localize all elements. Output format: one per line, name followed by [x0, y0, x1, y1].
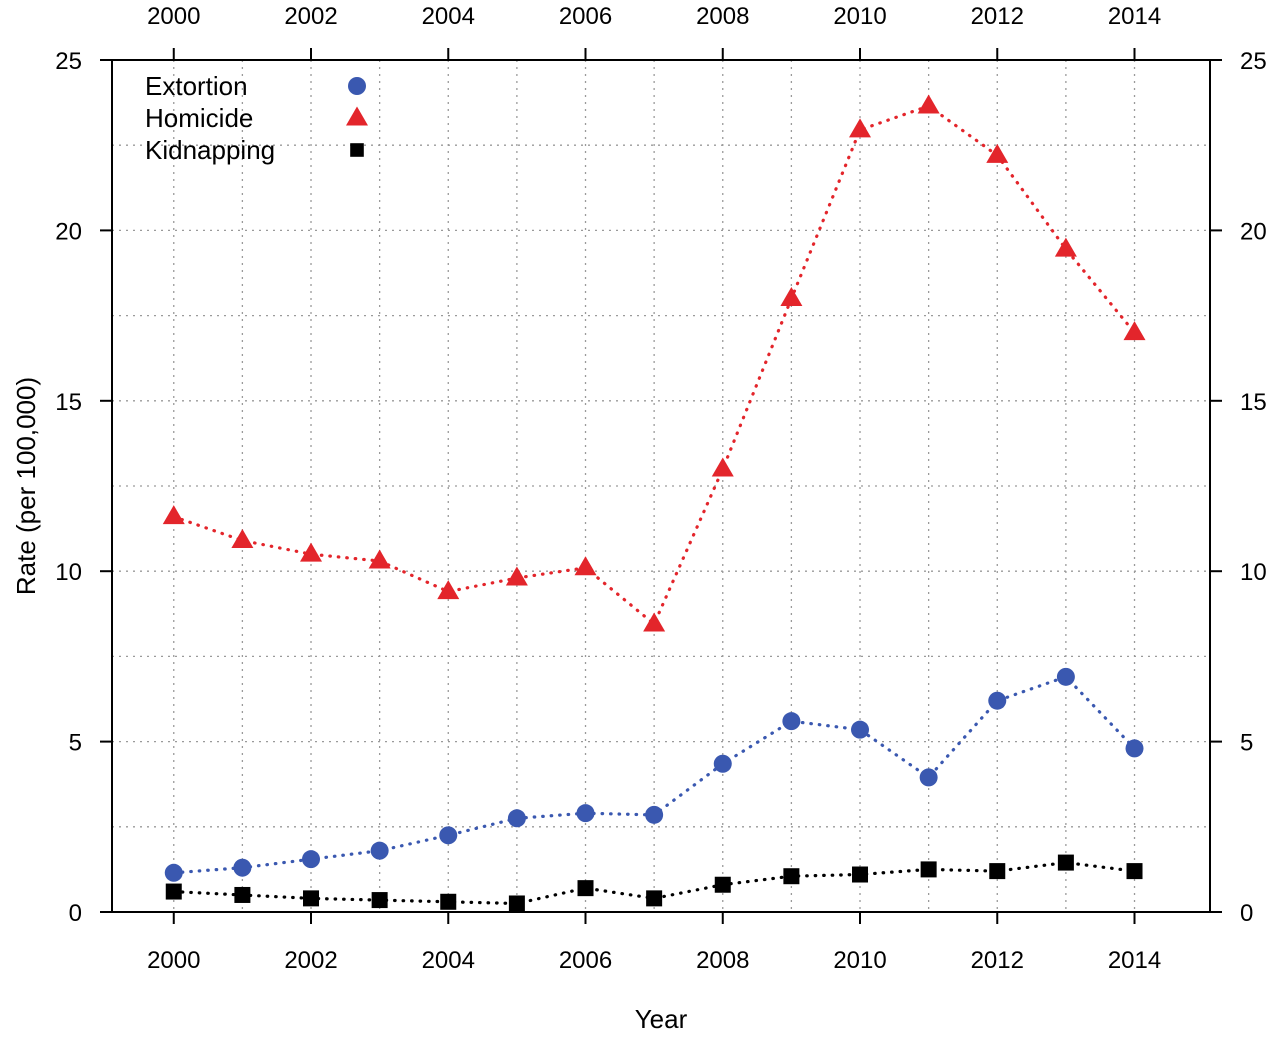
y-tick-label-left: 0 — [69, 900, 82, 927]
series-kidnapping — [165, 854, 1143, 912]
point-marker-square — [577, 880, 594, 897]
point-marker-square — [1126, 863, 1143, 880]
point-marker-triangle — [780, 287, 803, 307]
series-line — [172, 104, 1137, 627]
point-marker-triangle — [643, 612, 666, 632]
point-marker-triangle — [505, 566, 528, 586]
legend-label-homicide: Homicide — [145, 103, 253, 133]
point-marker-square — [371, 892, 388, 909]
point-marker-circle — [302, 850, 321, 869]
point-marker-square — [303, 890, 320, 907]
y-tick-label-right: 25 — [1240, 48, 1267, 75]
x-tick-label-bottom: 2006 — [559, 947, 612, 974]
x-tick-label-top: 2014 — [1108, 3, 1161, 30]
x-tick-label-bottom: 2010 — [833, 947, 886, 974]
point-marker-square — [1057, 854, 1074, 871]
point-marker-circle — [645, 805, 664, 824]
y-tick-label-right: 10 — [1240, 559, 1267, 586]
x-tick-label-bottom: 2012 — [971, 947, 1024, 974]
y-tick-label-right: 15 — [1240, 389, 1267, 416]
point-marker-circle — [919, 768, 938, 787]
point-marker-triangle — [437, 580, 460, 600]
point-marker-square — [234, 886, 251, 903]
grid — [112, 60, 1210, 912]
point-marker-square — [920, 861, 937, 878]
point-marker-square — [646, 890, 663, 907]
y-axis-title: Rate (per 100,000) — [11, 377, 41, 595]
x-tick-label-top: 2002 — [284, 3, 337, 30]
point-marker-triangle — [346, 106, 368, 126]
x-tick-label-top: 2000 — [147, 3, 200, 30]
point-marker-square — [165, 883, 182, 900]
point-marker-circle — [988, 691, 1007, 710]
series-extortion — [164, 667, 1144, 882]
point-marker-circle — [1125, 739, 1144, 758]
x-tick-label-top: 2008 — [696, 3, 749, 30]
y-tick-label-left: 5 — [69, 730, 82, 757]
point-marker-square — [852, 866, 869, 883]
x-tick-label-top: 2006 — [559, 3, 612, 30]
legend-label-kidnapping: Kidnapping — [145, 135, 275, 165]
point-marker-triangle — [368, 549, 391, 569]
point-marker-square — [440, 893, 457, 910]
y-tick-label-left: 25 — [55, 48, 82, 75]
x-tick-label-bottom: 2014 — [1108, 947, 1161, 974]
plot-frame — [111, 59, 1211, 913]
point-marker-circle — [1056, 667, 1075, 686]
x-axis-title: Year — [635, 1004, 688, 1033]
point-marker-triangle — [986, 143, 1009, 163]
point-marker-triangle — [574, 556, 597, 576]
x-tick-label-top: 2010 — [833, 3, 886, 30]
point-marker-square — [783, 868, 800, 885]
point-marker-triangle — [162, 505, 185, 525]
point-marker-circle — [164, 863, 183, 882]
series-homicide — [162, 94, 1146, 632]
point-marker-triangle — [231, 529, 254, 549]
point-marker-circle — [348, 77, 366, 95]
point-marker-triangle — [1054, 237, 1077, 257]
y-tick-label-right: 20 — [1240, 218, 1267, 245]
y-tick-label-left: 15 — [55, 389, 82, 416]
point-marker-circle — [713, 754, 732, 773]
point-marker-circle — [782, 712, 801, 731]
y-tick-label-right: 0 — [1240, 900, 1253, 927]
x-tick-label-top: 2004 — [422, 3, 475, 30]
x-tick-label-top: 2012 — [971, 3, 1024, 30]
point-marker-triangle — [917, 94, 940, 114]
point-marker-circle — [439, 826, 458, 845]
point-marker-square — [350, 143, 364, 157]
point-marker-circle — [370, 841, 389, 860]
x-tick-label-bottom: 2004 — [422, 947, 475, 974]
point-marker-triangle — [711, 457, 734, 477]
point-marker-circle — [507, 809, 526, 828]
legend-label-extortion: Extortion — [145, 71, 248, 101]
x-tick-label-bottom: 2008 — [696, 947, 749, 974]
point-marker-circle — [233, 858, 252, 877]
point-marker-square — [714, 876, 731, 893]
x-tick-label-bottom: 2000 — [147, 947, 200, 974]
series — [162, 94, 1146, 912]
y-tick-label-left: 20 — [55, 218, 82, 245]
point-marker-circle — [576, 804, 595, 823]
point-marker-circle — [851, 720, 870, 739]
y-tick-label-right: 5 — [1240, 730, 1253, 757]
point-marker-triangle — [849, 118, 872, 138]
point-marker-triangle — [1123, 321, 1146, 341]
x-tick-label-bottom: 2002 — [284, 947, 337, 974]
axes: 2000200020022002200420042006200620082008… — [55, 3, 1266, 974]
point-marker-triangle — [300, 542, 323, 562]
y-tick-label-left: 10 — [55, 559, 82, 586]
point-marker-square — [989, 863, 1006, 880]
point-marker-square — [508, 895, 525, 912]
